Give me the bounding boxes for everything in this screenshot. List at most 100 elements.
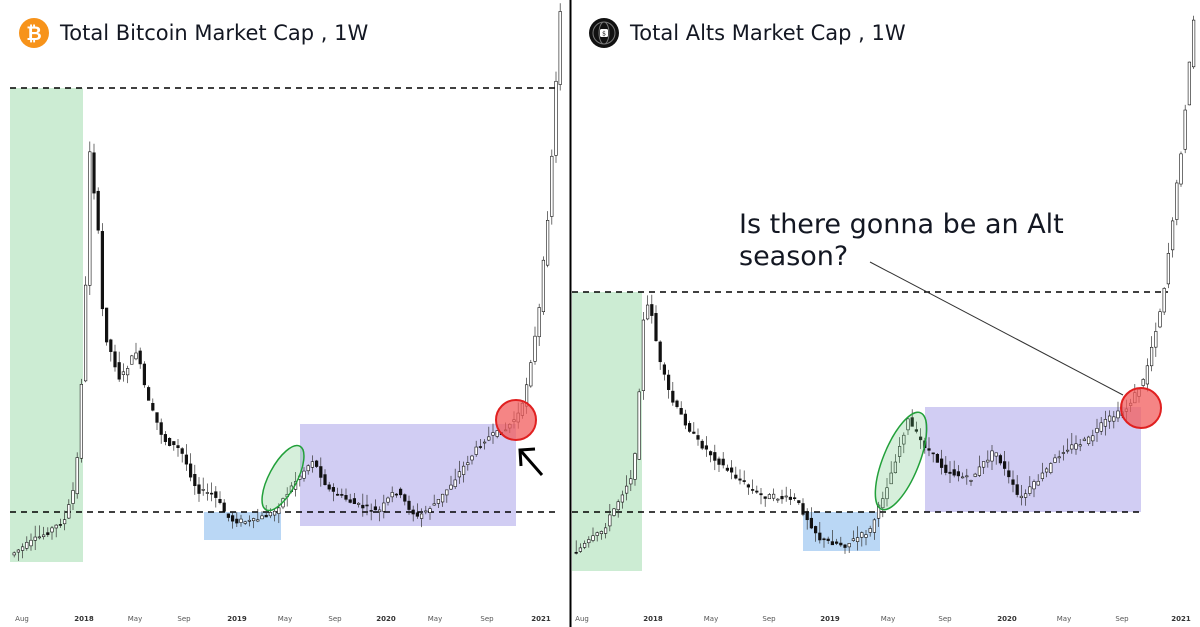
candle	[201, 489, 205, 491]
candle	[830, 541, 834, 546]
candle	[163, 434, 168, 442]
candle	[885, 487, 889, 500]
candle	[1053, 457, 1057, 463]
btc-accumulation-zone	[204, 512, 281, 540]
candle	[356, 502, 361, 505]
candle	[1028, 486, 1032, 494]
candle	[801, 503, 805, 515]
candle	[260, 515, 264, 520]
candle	[12, 552, 16, 556]
candle	[193, 474, 197, 487]
alts-candles	[574, 15, 1196, 555]
candle	[939, 458, 944, 468]
candle	[767, 494, 771, 500]
candle	[658, 341, 662, 363]
bitcoin-icon: ₿	[19, 18, 49, 48]
x-tick-label: May	[1057, 615, 1071, 623]
candle	[109, 339, 113, 352]
candle	[637, 391, 641, 460]
candle	[1066, 449, 1070, 452]
candle	[1158, 311, 1162, 328]
candle	[755, 490, 759, 493]
candle	[906, 418, 910, 431]
candle	[864, 534, 868, 538]
candle	[616, 501, 620, 511]
candle	[105, 307, 109, 343]
annotation-leader-line	[869, 261, 1124, 396]
candle	[41, 534, 46, 538]
candle	[302, 470, 306, 479]
x-tick-label: Sep	[480, 615, 494, 623]
candle	[1040, 472, 1044, 479]
btc-bull-zone	[10, 88, 83, 562]
candle	[79, 384, 83, 459]
candle	[398, 488, 403, 496]
candle	[558, 11, 562, 85]
candle	[792, 497, 797, 499]
x-tick-label: 2020	[376, 615, 396, 623]
candle	[88, 151, 92, 286]
svg-text:₿: ₿	[26, 23, 41, 45]
candle	[931, 452, 935, 455]
candle	[742, 480, 746, 482]
candle	[147, 387, 151, 401]
candle	[1002, 461, 1007, 469]
candle	[717, 458, 721, 465]
candle	[84, 284, 88, 382]
candle	[176, 445, 180, 449]
x-tick-label: Aug	[15, 615, 29, 623]
candle	[734, 474, 738, 479]
candle	[1049, 463, 1053, 473]
candle	[445, 489, 449, 496]
candle	[578, 547, 582, 552]
candle	[407, 500, 411, 510]
candle	[876, 504, 881, 519]
x-tick-label: 2019	[227, 615, 247, 623]
candle	[390, 492, 394, 498]
candle	[847, 543, 851, 548]
candle	[210, 492, 214, 495]
candle	[1099, 422, 1103, 432]
candle	[75, 457, 79, 495]
btc-candles	[12, 3, 562, 561]
candle	[1162, 288, 1166, 313]
candle	[222, 502, 226, 512]
candle	[159, 422, 163, 435]
candle	[428, 508, 432, 513]
candle	[457, 471, 462, 478]
candle	[243, 521, 247, 524]
candle	[33, 536, 37, 541]
candle	[868, 528, 872, 533]
candle	[759, 493, 763, 496]
alts-bull-zone	[572, 292, 642, 571]
candle	[466, 462, 470, 465]
candle	[582, 543, 587, 548]
candle	[491, 432, 495, 436]
candle	[121, 371, 125, 375]
candle	[50, 527, 54, 533]
candle	[591, 535, 595, 541]
x-tick-label: Sep	[938, 615, 952, 623]
x-tick-label: 2019	[820, 615, 840, 623]
candle	[268, 512, 273, 517]
candle	[813, 526, 818, 534]
candle	[1103, 419, 1107, 427]
candle	[986, 459, 990, 463]
candle	[771, 493, 776, 499]
candle	[1192, 19, 1196, 68]
candle	[839, 542, 843, 546]
candle	[67, 504, 71, 519]
candle	[352, 498, 357, 505]
candle	[172, 441, 176, 446]
candle	[272, 510, 277, 516]
candle	[239, 518, 243, 523]
candle	[587, 539, 591, 544]
candle	[314, 460, 319, 467]
candle	[687, 423, 692, 432]
candle	[344, 495, 348, 500]
candle	[620, 494, 624, 503]
candle	[529, 362, 533, 387]
x-tick-label: 2021	[531, 615, 551, 623]
candle	[16, 549, 21, 553]
